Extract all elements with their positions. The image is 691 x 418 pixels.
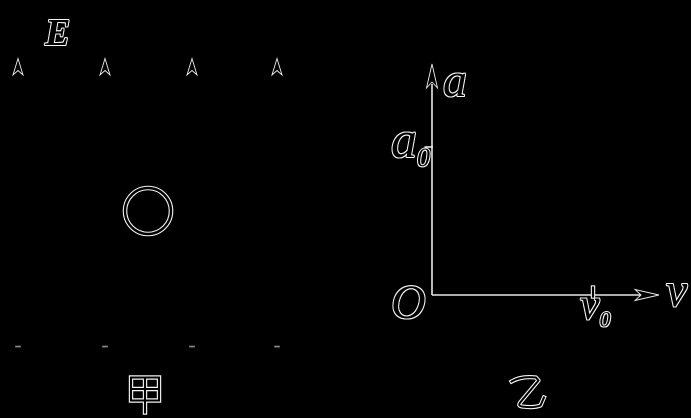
yi-glyph-core	[510, 376, 546, 409]
a0-tick-label: a0	[391, 115, 430, 171]
field-arrow-up-icon	[186, 56, 198, 77]
jia-caption-glyph	[128, 375, 162, 415]
y-axis-arrow-icon	[425, 63, 439, 90]
field-arrow-up-icon	[271, 56, 283, 77]
origin-label: O	[391, 276, 426, 329]
field-arrow-up-icon	[99, 56, 111, 77]
field-line-end-dash	[274, 345, 280, 348]
jia-glyph-core	[129, 376, 161, 414]
field-label: E	[45, 12, 71, 54]
x-axis-label: v	[666, 264, 688, 317]
yi-caption-glyph	[508, 375, 547, 410]
field-line	[186, 56, 198, 348]
field-line-end-dash	[15, 345, 21, 348]
y-axis-label: a	[443, 54, 467, 107]
field-lines	[12, 56, 283, 348]
particle-circle	[122, 185, 174, 237]
field-line-end-dash	[189, 345, 195, 348]
v0-tick-label: v0	[580, 283, 611, 331]
field-arrow-up-icon	[12, 56, 24, 77]
v0-base: v	[580, 280, 600, 329]
particle-outline	[123, 186, 173, 236]
field-line-end-dash	[102, 345, 108, 348]
a0-subscript: 0	[417, 143, 430, 173]
v0-subscript: 0	[599, 306, 611, 332]
x-axis-arrow-icon	[633, 288, 660, 302]
av-graph	[424, 63, 660, 302]
field-line	[12, 56, 24, 348]
field-line	[271, 56, 283, 348]
a0-base: a	[391, 112, 417, 169]
field-line	[99, 56, 111, 348]
